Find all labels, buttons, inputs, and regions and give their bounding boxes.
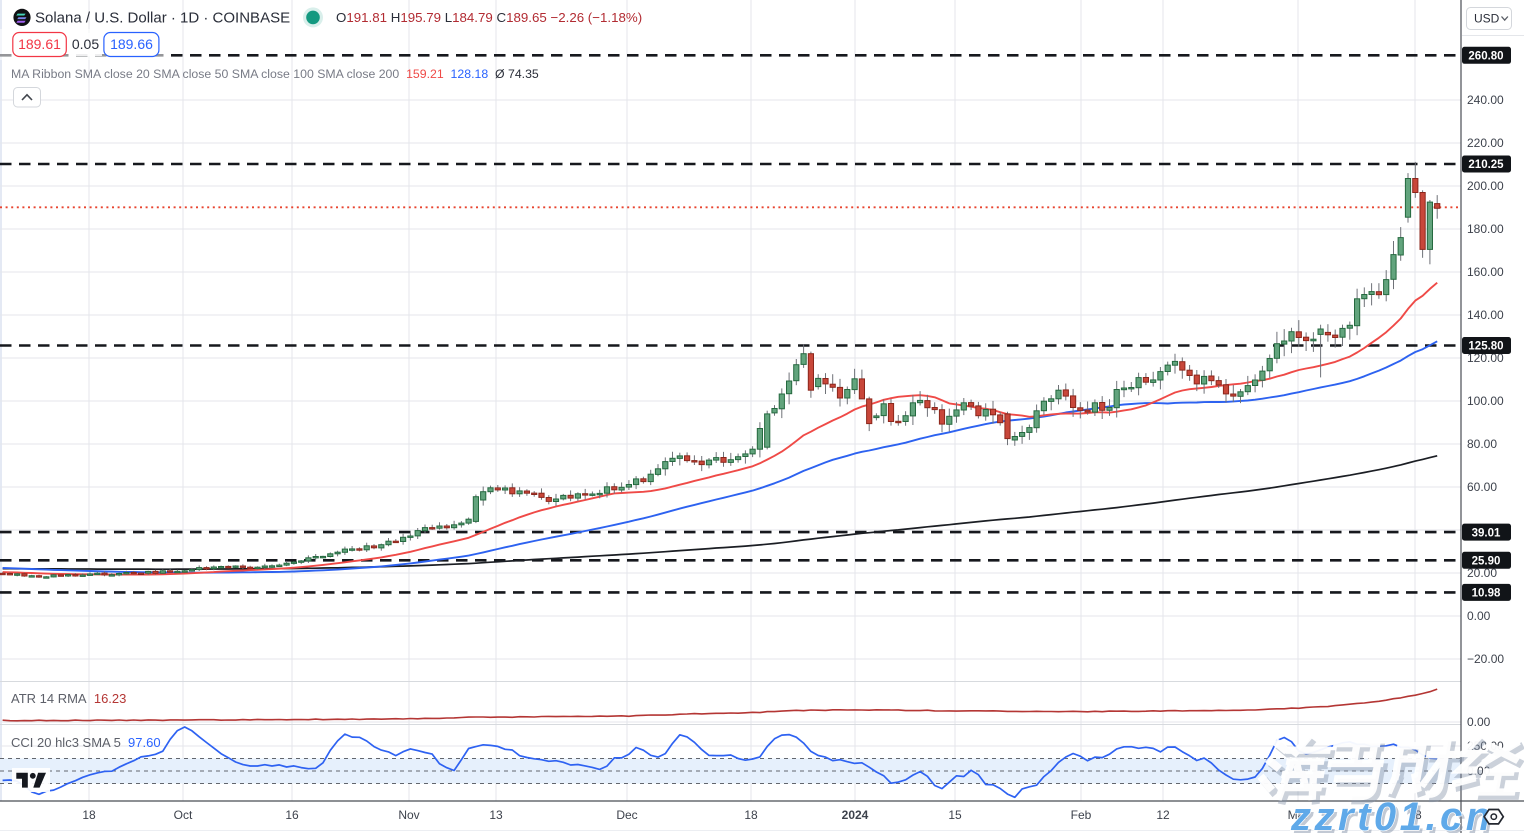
svg-text:USD: USD [1474,12,1500,26]
svg-text:160.00: 160.00 [1467,265,1504,279]
svg-text:Solana / U.S. Dollar · 1D · CO: Solana / U.S. Dollar · 1D · COINBASE [35,9,290,26]
svg-text:CCI 20 hlc3 SMA 5 97.60: CCI 20 hlc3 SMA 5 97.60 [11,735,161,750]
svg-text:60.00: 60.00 [1467,480,1497,494]
svg-text:100.00: 100.00 [1467,394,1504,408]
svg-text:−20.00: −20.00 [1467,652,1504,666]
svg-text:120.00: 120.00 [1467,351,1504,365]
svg-text:18: 18 [82,808,96,822]
svg-text:0.00: 0.00 [1467,609,1491,623]
svg-text:2024: 2024 [842,808,869,822]
svg-text:180.00: 180.00 [1467,222,1504,236]
svg-text:Nov: Nov [398,808,419,822]
svg-text:18: 18 [744,808,758,822]
svg-text:20.00: 20.00 [1467,566,1497,580]
svg-text:zzrt01.cn: zzrt01.cn [1293,798,1497,833]
svg-text:125.80: 125.80 [1468,341,1503,353]
svg-text:39.01: 39.01 [1472,527,1501,539]
svg-text:80.00: 80.00 [1467,437,1497,451]
svg-text:200.00: 200.00 [1467,179,1504,193]
svg-text:140.00: 140.00 [1467,308,1504,322]
svg-text:Dec: Dec [616,808,637,822]
svg-text:ATR 14 RMA 16.23: ATR 14 RMA 16.23 [11,691,126,706]
svg-text:Feb: Feb [1071,808,1092,822]
svg-text:18: 18 [1408,808,1422,822]
svg-text:MA Ribbon SMA close 20 SMA clo: MA Ribbon SMA close 20 SMA close 50 SMA … [11,67,539,81]
svg-text:189.66: 189.66 [110,36,153,52]
svg-text:12: 12 [1156,808,1170,822]
svg-text:Oct: Oct [174,808,193,822]
svg-text:O191.81 H195.79 L184.79 C189.6: O191.81 H195.79 L184.79 C189.65 −2.26 (−… [336,10,642,25]
svg-text:13: 13 [489,808,503,822]
svg-text:260.80: 260.80 [1468,51,1503,63]
svg-text:10.98: 10.98 [1472,588,1501,600]
svg-text:189.61: 189.61 [18,36,61,52]
svg-text:210.25: 210.25 [1468,159,1504,171]
svg-text:Mar: Mar [1288,808,1309,822]
svg-text:0.05: 0.05 [72,36,99,52]
svg-text:240.00: 240.00 [1467,93,1504,107]
svg-text:0.00: 0.00 [1467,715,1491,729]
svg-text:zzrt01.cn: zzrt01.cn [1290,795,1494,833]
svg-text:220.00: 220.00 [1467,136,1504,150]
svg-text:16: 16 [285,808,299,822]
svg-text:15: 15 [948,808,962,822]
svg-text:25.90: 25.90 [1472,556,1501,568]
